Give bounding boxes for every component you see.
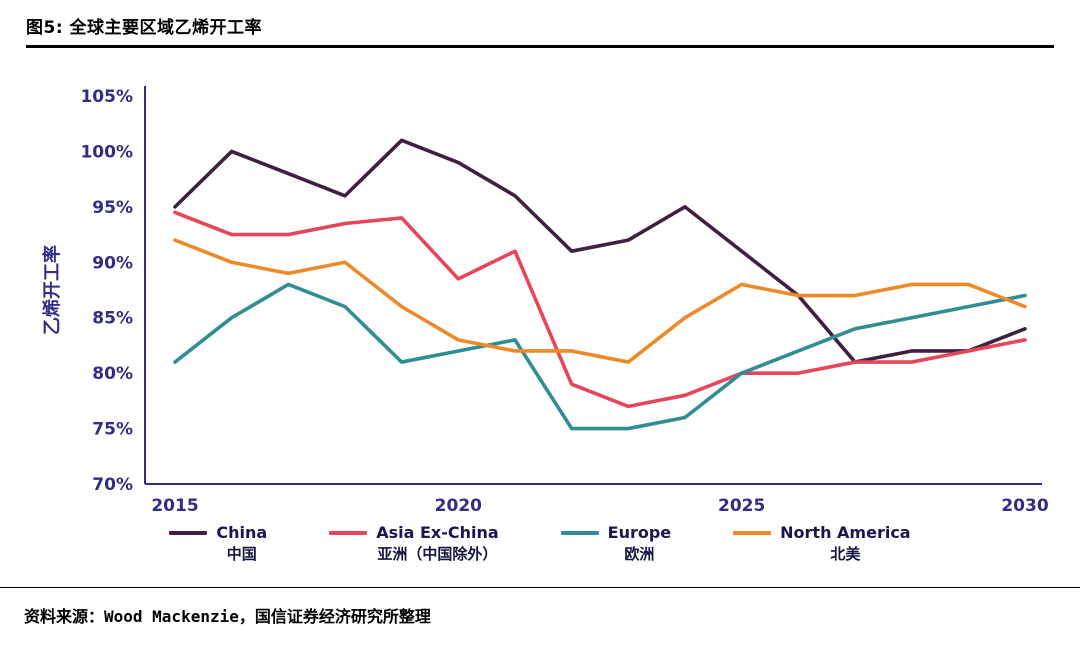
legend-label-en-north-america: North America <box>780 523 911 542</box>
y-tick-label: 90% <box>92 253 133 273</box>
legend-label-cn-asia-ex-china: 亚洲（中国除外） <box>377 545 498 564</box>
legend-label-cn-china: 中国 <box>226 545 257 564</box>
legend-label-cn-north-america: 北美 <box>830 545 861 564</box>
legend-swatch-north-america <box>733 531 772 535</box>
series-line-asia-ex-china <box>173 210 1027 409</box>
y-tick-label: 105% <box>80 87 133 107</box>
legend-text-europe: Europe 欧洲 <box>608 522 672 565</box>
y-tick-label: 85% <box>92 309 133 329</box>
y-tick-label: 95% <box>92 198 133 218</box>
legend-swatch-asia-ex-china <box>329 531 368 535</box>
figure-title: 图5: 全球主要区域乙烯开工率 <box>26 18 263 38</box>
legend-swatch-europe <box>560 531 599 535</box>
x-tick-label: 2025 <box>718 496 765 516</box>
y-tick-label: 75% <box>92 420 133 440</box>
chart-legend: China 中国 Asia Ex-China 亚洲（中国除外） Europe 欧洲 Nort… <box>0 522 1080 565</box>
series-line-north-america <box>173 238 1027 364</box>
legend-text-north-america: North America 北美 <box>780 522 910 565</box>
footer-divider <box>0 587 1080 589</box>
legend-text-asia-ex-china: Asia Ex-China 亚洲（中国除外） <box>376 522 498 565</box>
legend-item-china: China 中国 <box>169 522 267 565</box>
x-tick-label: 2015 <box>151 496 198 516</box>
legend-text-china: China 中国 <box>216 522 267 565</box>
legend-label-cn-europe: 欧洲 <box>624 545 655 564</box>
line-chart: 70% 75% 80% 85% 90% 95% 100% 105% 2015 2020 2025 20… <box>41 86 1049 516</box>
series-line-china <box>173 138 1027 364</box>
header-divider <box>26 45 1054 48</box>
legend-item-asia-ex-china: Asia Ex-China 亚洲（中国除外） <box>329 522 499 565</box>
chart-area: 70% 75% 80% 85% 90% 95% 100% 105% 2015 2020 2025 20… <box>0 48 1080 518</box>
legend-label-en-china: China <box>216 523 268 542</box>
x-tick-label: 2020 <box>435 496 482 516</box>
series-line-europe <box>173 282 1027 431</box>
y-axis-label: 乙烯开工率 <box>41 245 63 335</box>
legend-item-north-america: North America 北美 <box>733 522 911 565</box>
legend-swatch-china <box>169 531 208 535</box>
y-tick-label: 80% <box>92 364 133 384</box>
source-note: 资料来源：Wood Mackenzie，国信证券经济研究所整理 <box>24 607 431 627</box>
y-tick-label: 100% <box>80 142 133 162</box>
legend-label-en-asia-ex-china: Asia Ex-China <box>376 523 499 542</box>
figure-header: 图5: 全球主要区域乙烯开工率 <box>0 0 1080 38</box>
y-tick-label: 70% <box>92 475 133 495</box>
legend-label-en-europe: Europe <box>607 523 672 542</box>
legend-item-europe: Europe 欧洲 <box>560 522 672 565</box>
x-tick-label: 2030 <box>1001 496 1048 516</box>
